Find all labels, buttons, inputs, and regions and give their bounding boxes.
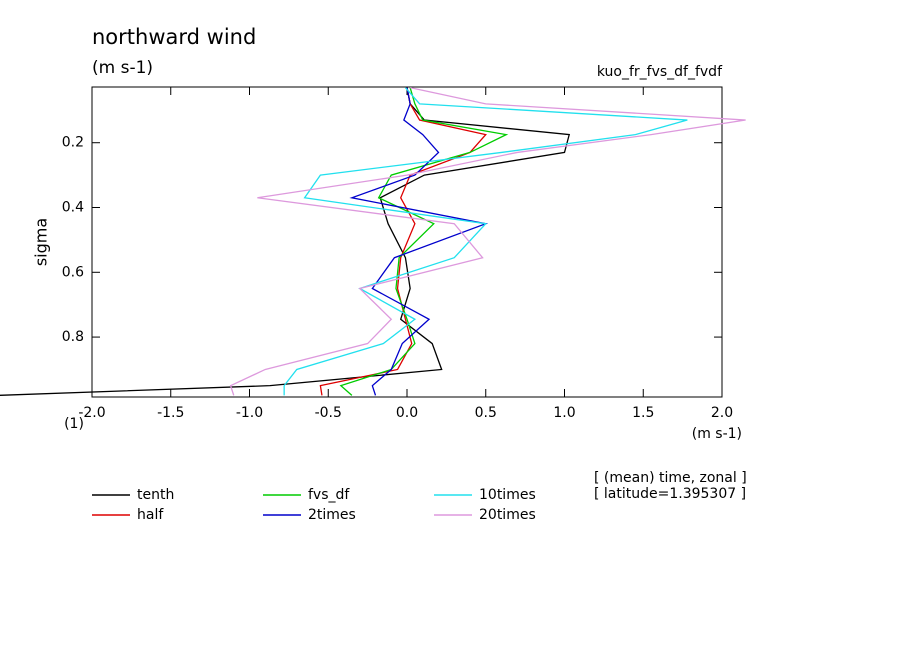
y-tick-label: 0.4	[62, 200, 84, 216]
x-tick-label: 1.5	[632, 405, 654, 421]
x-tick-label: -1.5	[157, 405, 184, 421]
note: [ latitude=1.395307 ]	[594, 486, 746, 502]
series-line	[0, 87, 571, 396]
chart-title: northward wind	[92, 25, 256, 49]
x-tick-label: -0.5	[315, 405, 342, 421]
legend-label: half	[137, 507, 164, 523]
series-line	[339, 87, 509, 396]
legend-label: 2times	[308, 507, 356, 523]
legend-label: tenth	[137, 487, 174, 503]
y-unit-label: (1)	[64, 416, 84, 432]
series-line	[349, 87, 489, 396]
series-line	[283, 87, 688, 396]
y-tick-label: 0.8	[62, 329, 84, 345]
chart-subtitle: (m s-1)	[92, 58, 153, 78]
series-line	[229, 87, 746, 396]
y-axis-label: sigma	[32, 218, 51, 266]
x-tick-label: -1.0	[236, 405, 263, 421]
legend-label: fvs_df	[308, 487, 350, 503]
legend-label: 20times	[479, 507, 536, 523]
note: [ (mean) time, zonal ]	[594, 470, 747, 486]
x-tick-label: 0.0	[396, 405, 418, 421]
experiment-label: kuo_fr_fvs_df_fvdf	[597, 64, 723, 80]
x-tick-label: -2.0	[78, 405, 105, 421]
y-tick-label: 0.2	[62, 135, 84, 151]
x-axis-label: (m s-1)	[692, 426, 742, 442]
y-tick-label: 0.6	[62, 264, 84, 280]
x-tick-label: 0.5	[475, 405, 497, 421]
x-tick-label: 1.0	[553, 405, 575, 421]
series-line	[319, 87, 487, 396]
legend-label: 10times	[479, 487, 536, 503]
x-tick-label: 2.0	[711, 405, 733, 421]
